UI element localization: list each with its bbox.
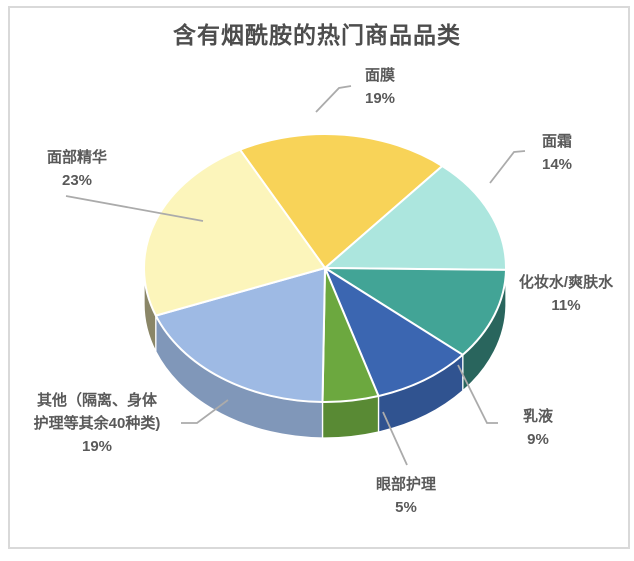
- slice-label-line: 面霜: [541, 133, 572, 150]
- slice-label-line: 其他（隔离、身体: [36, 392, 157, 409]
- leader-line-5: [181, 399, 229, 424]
- leader-line-6: [65, 195, 204, 222]
- slice-label-line: 面膜: [364, 67, 395, 84]
- slice-label-0: 面膜 19%: [365, 64, 395, 110]
- slice-label-5: 其他（隔离、身体 护理等其余40种类) 19%: [34, 389, 161, 458]
- slice-label-line: 11%: [551, 297, 581, 314]
- leader-line-0: [315, 85, 352, 113]
- pie-slice-2: [324, 267, 507, 356]
- chart-title: 含有烟酰胺的热门商品品类: [173, 22, 461, 48]
- pie-slice-6: [142, 148, 326, 317]
- slice-label-3: 乳液 9%: [523, 405, 553, 451]
- slice-label-line: 眼部护理: [375, 476, 437, 493]
- slice-label-line: 14%: [541, 156, 573, 173]
- slice-label-line: 23%: [61, 172, 93, 189]
- slice-label-1: 面霜 14%: [542, 130, 572, 176]
- slice-label-2: 化妆水/爽肤水 11%: [519, 271, 613, 317]
- pie-slice-1: [324, 165, 508, 271]
- pie-slice-5: [154, 267, 326, 403]
- pie-slice-3: [324, 267, 464, 397]
- slice-label-4: 眼部护理 5%: [376, 473, 436, 519]
- leader-line-4: [382, 411, 408, 466]
- leader-line-1: [489, 150, 526, 184]
- slice-label-6: 面部精华 23%: [47, 146, 107, 192]
- slice-label-line: 护理等其余40种类): [33, 415, 161, 432]
- pie-slice-0: [239, 133, 444, 269]
- slice-label-line: 化妆水/爽肤水: [518, 274, 614, 291]
- slice-label-line: 5%: [395, 499, 417, 516]
- leader-line-3: [457, 364, 498, 424]
- slice-label-line: 面部精华: [46, 149, 108, 166]
- slice-label-line: 19%: [364, 90, 396, 107]
- slice-label-line: 19%: [81, 438, 113, 455]
- slice-label-line: 乳液: [522, 408, 554, 425]
- slice-label-line: 9%: [527, 431, 549, 448]
